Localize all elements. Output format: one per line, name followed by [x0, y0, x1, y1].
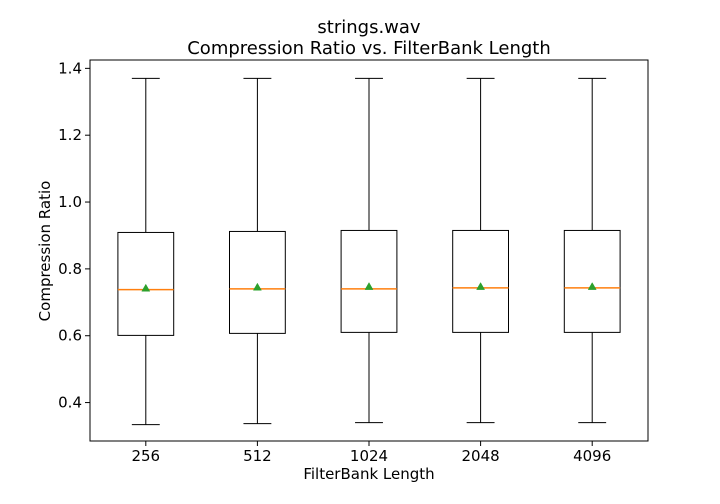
y-axis-label: Compression Ratio — [36, 181, 54, 322]
box — [117, 231, 175, 336]
box — [340, 229, 398, 333]
x-tick-label: 512 — [243, 447, 272, 465]
plot-area: 0.4 0.6 0.8 1.0 1.2 1.4 256 512 1024 2048 4096 — [58, 59, 621, 465]
y-tick-label: 1.4 — [58, 59, 82, 77]
x-axis-label: FilterBank Length — [303, 465, 434, 483]
y-tick-label: 0.6 — [58, 327, 82, 345]
plot-frame — [89, 59, 649, 442]
mean-marker — [364, 282, 374, 290]
y-tick-label: 1.0 — [58, 193, 82, 211]
box — [229, 230, 286, 334]
box — [563, 229, 621, 333]
x-tick-label: 1024 — [350, 447, 388, 465]
box — [452, 229, 510, 333]
mean-marker — [141, 283, 151, 292]
x-tick-label: 256 — [131, 447, 160, 465]
chart-subtitle: Compression Ratio vs. FilterBank Length — [187, 38, 551, 59]
y-tick-label: 0.8 — [58, 260, 82, 278]
mean-marker — [587, 282, 597, 290]
x-tick-label: 2048 — [462, 447, 500, 465]
x-tick-label: 4096 — [573, 447, 611, 465]
chart-title: strings.wav — [317, 17, 421, 38]
mean-marker — [252, 282, 262, 291]
y-tick-label: 0.4 — [58, 394, 82, 412]
mean-marker — [476, 282, 486, 290]
y-tick-label: 1.2 — [58, 126, 82, 144]
